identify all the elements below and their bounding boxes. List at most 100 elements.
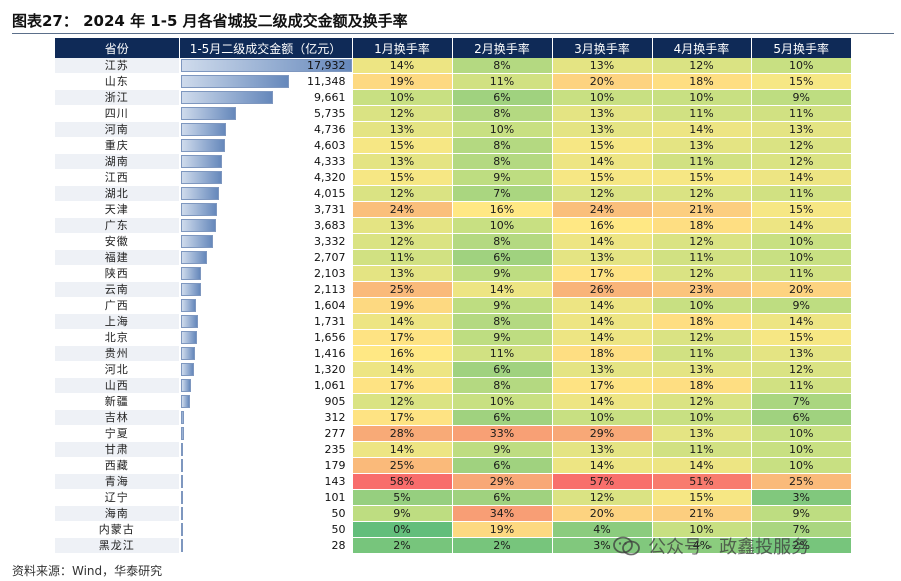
- may-rate-cell: 7%: [751, 521, 851, 538]
- amount-cell: 905: [179, 393, 353, 410]
- amount-cell: 277: [179, 425, 353, 442]
- amount-cell: 235: [179, 441, 353, 458]
- feb-rate-cell: 8%: [452, 58, 553, 74]
- amount-cell: 1,731: [179, 313, 353, 330]
- jan-rate-cell: 9%: [352, 505, 453, 522]
- feb-rate-cell: 8%: [452, 313, 553, 330]
- mar-rate-cell: 12%: [552, 185, 653, 202]
- amount-bar: [180, 443, 183, 456]
- province-cell: 贵州: [55, 345, 180, 362]
- jan-rate-cell: 13%: [352, 265, 453, 282]
- amount-bar: [180, 107, 236, 120]
- jan-rate-cell: 12%: [352, 105, 453, 122]
- jan-rate-cell: 15%: [352, 169, 453, 186]
- jan-rate-cell: 15%: [352, 137, 453, 154]
- amount-cell: 4,736: [179, 121, 353, 138]
- table-row: 重庆 4,603 15% 8% 15% 13% 12%: [55, 137, 851, 154]
- wechat-icon: [613, 536, 640, 556]
- may-rate-cell: 9%: [751, 297, 851, 314]
- table-row: 陕西 2,103 13% 9% 17% 12% 11%: [55, 265, 851, 282]
- feb-rate-cell: 10%: [452, 121, 553, 138]
- jan-rate-cell: 10%: [352, 89, 453, 106]
- amount-cell: 28: [179, 537, 353, 554]
- amount-value: 11,348: [307, 75, 346, 88]
- amount-bar: [180, 139, 225, 152]
- province-cell: 河南: [55, 121, 180, 138]
- amount-cell: 1,604: [179, 297, 353, 314]
- province-cell: 重庆: [55, 137, 180, 154]
- feb-rate-cell: 8%: [452, 153, 553, 170]
- jan-rate-cell: 12%: [352, 233, 453, 250]
- apr-rate-cell: 11%: [652, 153, 752, 170]
- feb-rate-cell: 16%: [452, 201, 553, 218]
- jan-rate-cell: 17%: [352, 377, 453, 394]
- feb-rate-cell: 33%: [452, 425, 553, 442]
- header-mar-rate: 3月换手率: [552, 38, 653, 58]
- table-row: 内蒙古 50 0% 19% 4% 10% 7%: [55, 521, 851, 538]
- mar-rate-cell: 14%: [552, 393, 653, 410]
- mar-rate-cell: 20%: [552, 505, 653, 522]
- may-rate-cell: 11%: [751, 265, 851, 282]
- province-cell: 湖北: [55, 185, 180, 202]
- amount-cell: 1,061: [179, 377, 353, 394]
- table-row: 河南 4,736 13% 10% 13% 14% 13%: [55, 121, 851, 138]
- source-note: 资料来源：Wind，华泰研究: [12, 564, 163, 578]
- feb-rate-cell: 8%: [452, 233, 553, 250]
- amount-cell: 50: [179, 505, 353, 522]
- may-rate-cell: 12%: [751, 361, 851, 378]
- amount-cell: 1,416: [179, 345, 353, 362]
- province-cell: 广东: [55, 217, 180, 234]
- apr-rate-cell: 15%: [652, 169, 752, 186]
- mar-rate-cell: 20%: [552, 73, 653, 90]
- amount-cell: 11,348: [179, 73, 353, 90]
- feb-rate-cell: 6%: [452, 409, 553, 426]
- mar-rate-cell: 14%: [552, 329, 653, 346]
- may-rate-cell: 11%: [751, 105, 851, 122]
- table-row: 湖南 4,333 13% 8% 14% 11% 12%: [55, 153, 851, 170]
- table-row: 辽宁 101 5% 6% 12% 15% 3%: [55, 489, 851, 506]
- jan-rate-cell: 16%: [352, 345, 453, 362]
- mar-rate-cell: 29%: [552, 425, 653, 442]
- table-row: 广西 1,604 19% 9% 14% 10% 9%: [55, 297, 851, 314]
- amount-cell: 9,661: [179, 89, 353, 106]
- may-rate-cell: 15%: [751, 329, 851, 346]
- mar-rate-cell: 13%: [552, 441, 653, 458]
- may-rate-cell: 10%: [751, 58, 851, 74]
- feb-rate-cell: 9%: [452, 169, 553, 186]
- amount-value: 277: [324, 427, 346, 440]
- table-row: 浙江 9,661 10% 6% 10% 10% 9%: [55, 89, 851, 106]
- jan-rate-cell: 13%: [352, 153, 453, 170]
- amount-value: 2,113: [314, 283, 346, 296]
- amount-bar: [180, 507, 183, 520]
- amount-cell: 4,015: [179, 185, 353, 202]
- header-feb-rate: 2月换手率: [452, 38, 553, 58]
- amount-cell: 1,656: [179, 329, 353, 346]
- may-rate-cell: 9%: [751, 505, 851, 522]
- feb-rate-cell: 8%: [452, 137, 553, 154]
- feb-rate-cell: 10%: [452, 393, 553, 410]
- may-rate-cell: 20%: [751, 281, 851, 298]
- amount-value: 1,320: [314, 363, 346, 376]
- title-divider: [12, 33, 894, 34]
- table-row: 北京 1,656 17% 9% 14% 12% 15%: [55, 329, 851, 346]
- amount-cell: 179: [179, 457, 353, 474]
- mar-rate-cell: 14%: [552, 297, 653, 314]
- province-cell: 西藏: [55, 457, 180, 474]
- mar-rate-cell: 10%: [552, 89, 653, 106]
- amount-value: 3,332: [314, 235, 346, 248]
- table-row: 江苏 17,932 14% 8% 13% 12% 10%: [55, 58, 851, 74]
- amount-value: 17,932: [307, 59, 346, 72]
- amount-cell: 2,707: [179, 249, 353, 266]
- amount-bar: [180, 491, 183, 504]
- apr-rate-cell: 14%: [652, 457, 752, 474]
- jan-rate-cell: 13%: [352, 217, 453, 234]
- apr-rate-cell: 10%: [652, 409, 752, 426]
- table-row: 上海 1,731 14% 8% 14% 18% 14%: [55, 313, 851, 330]
- amount-cell: 2,103: [179, 265, 353, 282]
- apr-rate-cell: 11%: [652, 345, 752, 362]
- feb-rate-cell: 34%: [452, 505, 553, 522]
- amount-value: 1,416: [314, 347, 346, 360]
- amount-bar: [180, 379, 191, 392]
- apr-rate-cell: 12%: [652, 185, 752, 202]
- province-cell: 安徽: [55, 233, 180, 250]
